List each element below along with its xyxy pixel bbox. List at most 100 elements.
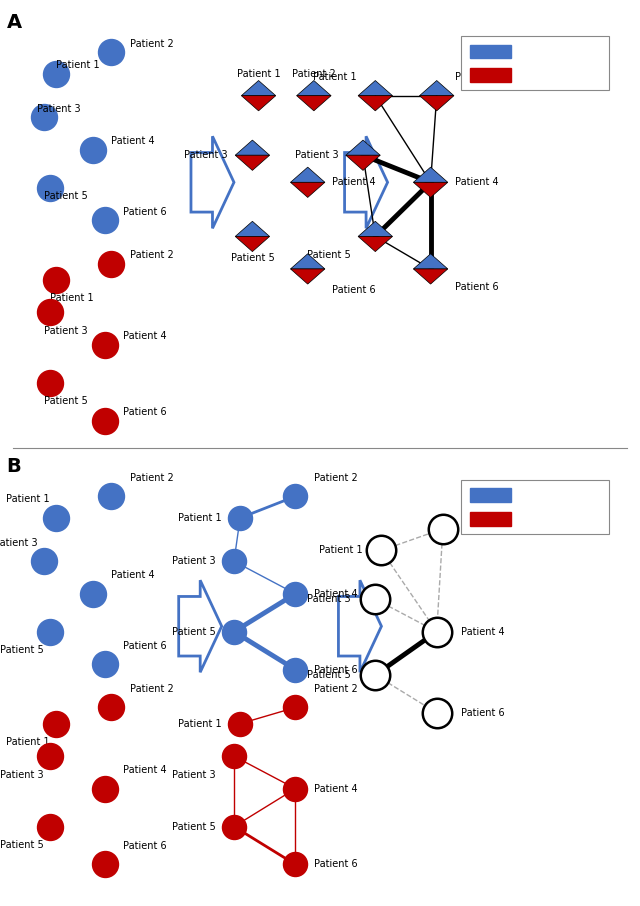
Point — [100, 857, 110, 872]
PathPatch shape — [191, 136, 234, 228]
Polygon shape — [241, 81, 276, 96]
Point — [291, 586, 301, 601]
Text: Patient 4: Patient 4 — [332, 178, 376, 188]
Polygon shape — [358, 96, 392, 111]
Bar — [470, 44, 511, 58]
Point — [291, 700, 301, 715]
Text: Patient 4: Patient 4 — [461, 627, 505, 637]
Point — [45, 624, 55, 639]
Text: Patient 1: Patient 1 — [6, 737, 50, 747]
Polygon shape — [236, 221, 269, 236]
PathPatch shape — [179, 580, 221, 672]
Text: Patient 4: Patient 4 — [111, 570, 155, 580]
Text: Patient 2: Patient 2 — [129, 684, 173, 694]
Text: Patient 6: Patient 6 — [124, 407, 167, 417]
Point — [229, 624, 239, 639]
Point — [106, 45, 116, 60]
Bar — [470, 488, 511, 502]
Bar — [461, 36, 609, 91]
Point — [106, 256, 116, 271]
Text: Patient 5: Patient 5 — [307, 670, 351, 680]
Text: Patient 1: Patient 1 — [178, 718, 221, 728]
Point — [100, 781, 110, 795]
Polygon shape — [413, 182, 448, 198]
Point — [370, 668, 380, 682]
Point — [106, 700, 116, 715]
Point — [51, 273, 61, 287]
Point — [45, 375, 55, 390]
Text: Patient 5: Patient 5 — [44, 191, 87, 201]
Text: Patient 6: Patient 6 — [455, 283, 499, 293]
Text: Patient 2: Patient 2 — [129, 39, 173, 49]
Point — [376, 544, 387, 558]
PathPatch shape — [339, 580, 381, 672]
Text: Patient 1: Patient 1 — [178, 513, 221, 523]
Polygon shape — [236, 155, 269, 170]
Text: Patient 2: Patient 2 — [129, 250, 173, 260]
Polygon shape — [358, 236, 392, 252]
Point — [45, 819, 55, 834]
Text: Patient 6: Patient 6 — [124, 841, 167, 851]
Point — [45, 749, 55, 764]
Text: Data type 2: Data type 2 — [520, 70, 582, 80]
PathPatch shape — [344, 136, 388, 228]
Point — [291, 781, 301, 795]
Text: Patient 3: Patient 3 — [44, 326, 87, 336]
Text: Patient 3: Patient 3 — [184, 150, 228, 160]
Text: Patient 1: Patient 1 — [319, 545, 363, 555]
Text: Patient 1: Patient 1 — [6, 495, 50, 505]
Text: Patient 4: Patient 4 — [124, 766, 167, 776]
Point — [45, 180, 55, 195]
Text: Patient 1: Patient 1 — [50, 294, 93, 304]
Text: Patient 1: Patient 1 — [56, 61, 99, 71]
Point — [51, 511, 61, 525]
Polygon shape — [413, 254, 448, 269]
Point — [291, 489, 301, 504]
Point — [51, 67, 61, 82]
Text: Patient 2: Patient 2 — [292, 70, 336, 80]
Text: Patient 4: Patient 4 — [314, 784, 358, 794]
Point — [370, 592, 380, 606]
Point — [45, 305, 55, 320]
Text: Patient 3: Patient 3 — [172, 770, 216, 780]
Text: Patient 4: Patient 4 — [455, 178, 499, 188]
Text: B: B — [6, 458, 21, 477]
Text: Patient 5: Patient 5 — [0, 645, 44, 655]
Text: Patient 5: Patient 5 — [0, 840, 44, 850]
Point — [229, 749, 239, 764]
Point — [235, 717, 245, 731]
Text: Patient 2: Patient 2 — [461, 506, 505, 516]
Polygon shape — [241, 96, 276, 111]
Polygon shape — [346, 155, 380, 170]
Text: Patient 3: Patient 3 — [172, 556, 216, 566]
Text: Patient 3: Patient 3 — [295, 150, 339, 160]
Text: Patient 5: Patient 5 — [172, 627, 216, 637]
Text: Patient 6: Patient 6 — [461, 708, 505, 718]
Text: Patient 3: Patient 3 — [0, 538, 37, 548]
Text: Patient 3: Patient 3 — [307, 594, 351, 604]
Polygon shape — [413, 269, 448, 284]
Point — [88, 142, 98, 157]
Polygon shape — [291, 182, 325, 198]
Polygon shape — [420, 96, 454, 111]
Text: Patient 4: Patient 4 — [124, 332, 167, 342]
Point — [100, 337, 110, 352]
Text: Patient 2: Patient 2 — [314, 473, 358, 483]
Bar — [461, 480, 609, 535]
Polygon shape — [291, 254, 325, 269]
Text: Data type 1: Data type 1 — [520, 46, 582, 56]
Point — [229, 819, 239, 834]
Text: Patient 4: Patient 4 — [111, 136, 155, 146]
Text: Patient 2: Patient 2 — [455, 72, 499, 82]
Text: Data type 2: Data type 2 — [520, 514, 582, 524]
Point — [51, 717, 61, 731]
Text: Patient 3: Patient 3 — [37, 104, 81, 114]
Text: Patient 5: Patient 5 — [230, 253, 275, 263]
Polygon shape — [291, 167, 325, 182]
Text: Patient 6: Patient 6 — [314, 665, 358, 675]
Point — [38, 554, 49, 569]
Text: Data type 1: Data type 1 — [520, 490, 582, 500]
Bar — [470, 512, 511, 525]
Polygon shape — [236, 140, 269, 155]
Text: Patient 1: Patient 1 — [313, 72, 357, 82]
